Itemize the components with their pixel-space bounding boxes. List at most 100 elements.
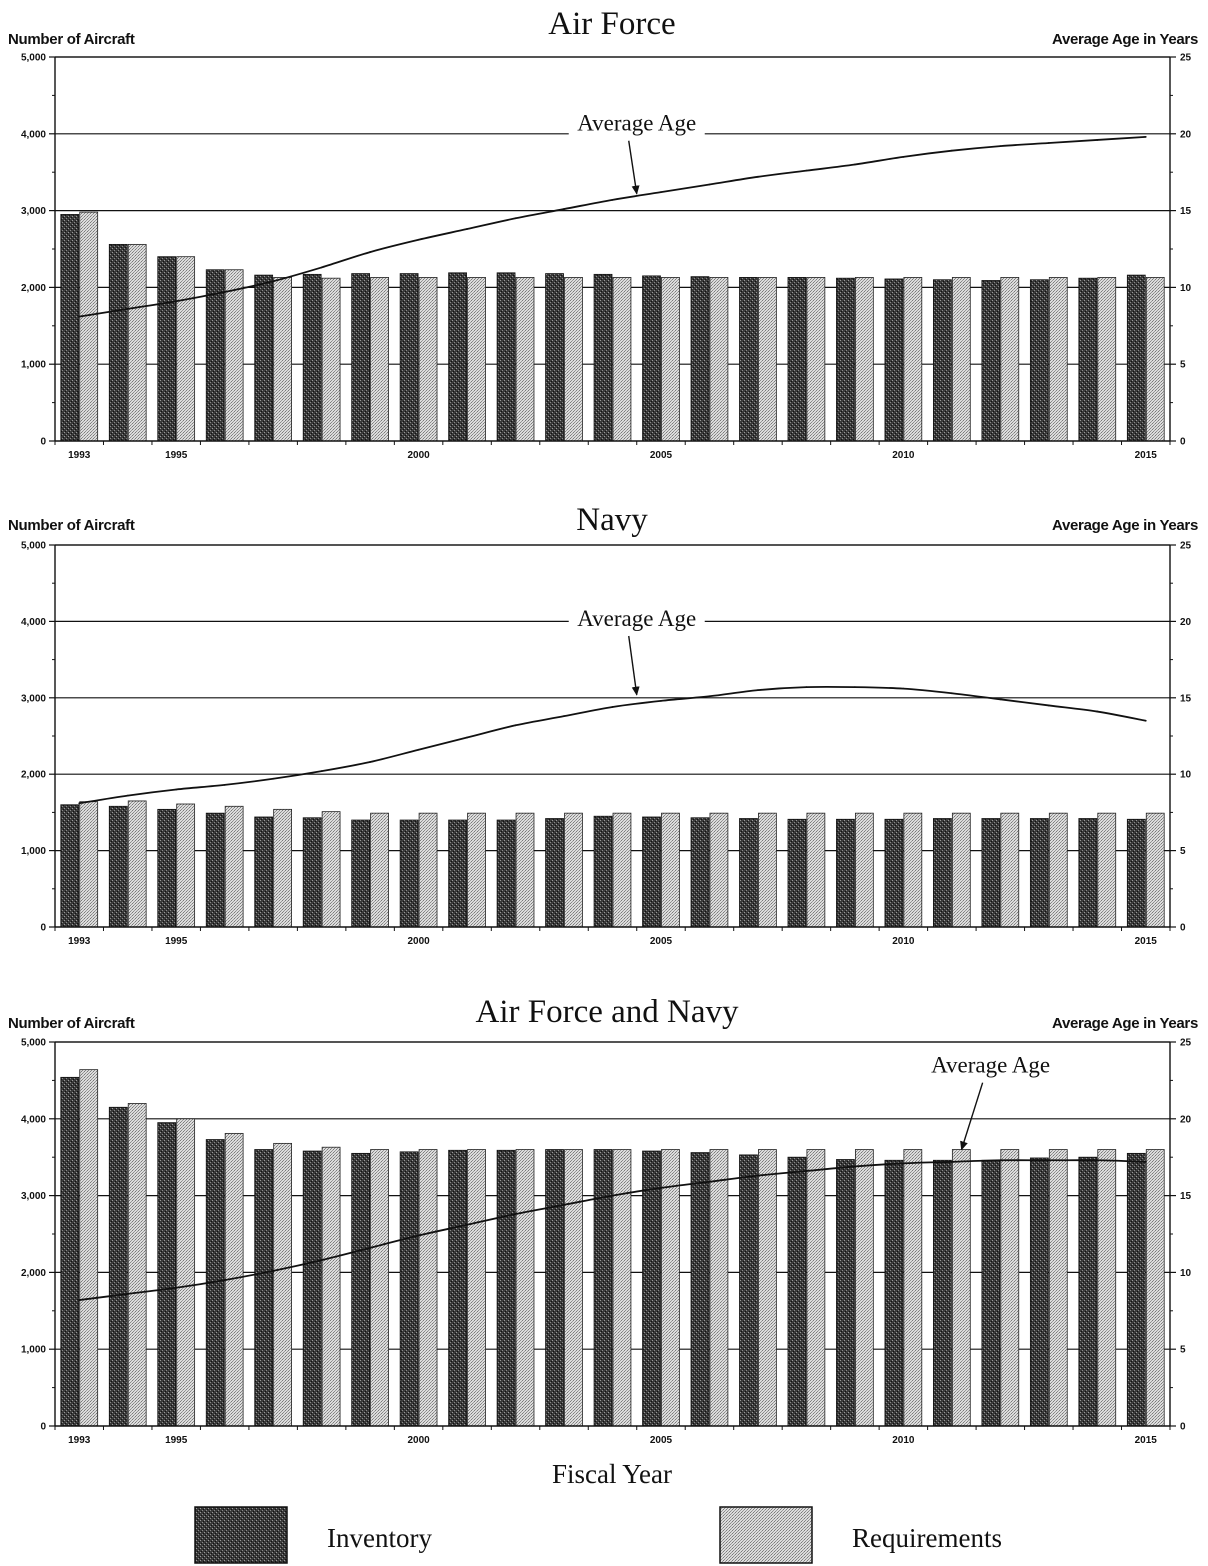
average-age-point — [563, 1203, 565, 1206]
bar-requirements — [1048, 812, 1068, 928]
bar-requirements — [709, 1149, 729, 1427]
y-axis-label-left: Number of Aircraft — [8, 517, 135, 534]
bar-requirements — [370, 277, 389, 442]
y-tick-label-right: 10 — [1180, 283, 1192, 294]
bar-requirements — [903, 1149, 923, 1427]
x-tick-label: 2000 — [407, 450, 430, 461]
bar-requirements — [176, 256, 196, 442]
average-age-point — [999, 1159, 1002, 1162]
bar-requirements — [418, 277, 438, 442]
bar-requirements — [321, 277, 341, 442]
bar-requirements — [1000, 1149, 1020, 1427]
bar-requirements — [806, 812, 826, 928]
y-tick-label-right: 5 — [1180, 360, 1186, 371]
average-age-point — [514, 217, 517, 220]
bar-requirements — [224, 269, 244, 442]
bar-inventory — [884, 278, 904, 442]
x-tick-label: 2010 — [892, 936, 915, 947]
x-tick-label: 1995 — [165, 1435, 188, 1446]
average-age-point — [1047, 142, 1050, 144]
y-tick-label-left: 1,000 — [21, 360, 46, 371]
bar-inventory — [351, 1152, 371, 1427]
bar-requirements — [273, 1142, 292, 1427]
y-tick-label-left: 0 — [40, 437, 46, 448]
x-tick-label: 2010 — [892, 1435, 915, 1446]
bar-requirements — [564, 812, 583, 928]
average-age-point — [1096, 139, 1099, 141]
average-age-point — [78, 315, 81, 318]
y-ticks-right: 0 5 10 15 20 25 — [1170, 541, 1192, 934]
y-tick-label-right: 25 — [1180, 541, 1192, 552]
bar-inventory — [739, 277, 758, 442]
average-age-point — [466, 1223, 468, 1226]
average-age-point — [126, 1293, 129, 1295]
average-age-point — [369, 251, 372, 253]
average-age-point — [320, 770, 323, 773]
bar-requirements — [1145, 812, 1165, 928]
average-age-line — [79, 685, 1146, 805]
x-tick-label: 2005 — [650, 1435, 673, 1446]
bar-inventory — [399, 273, 419, 442]
bar-requirements — [854, 1149, 874, 1427]
bar-requirements — [467, 812, 486, 928]
bar-requirements — [176, 803, 196, 928]
average-age-point — [853, 163, 856, 166]
bar-inventory — [254, 816, 274, 928]
average-age-point — [950, 149, 953, 152]
average-age-point — [853, 686, 856, 689]
average-age-point — [708, 183, 711, 186]
bar-requirements — [1097, 277, 1117, 442]
bar-inventory — [933, 279, 952, 442]
bar-requirements — [224, 805, 244, 928]
average-age-point — [320, 266, 323, 269]
average-age-point — [611, 1194, 614, 1197]
bar-inventory — [399, 819, 419, 928]
y-tick-label-right: 25 — [1180, 53, 1192, 64]
average-age-point — [805, 1170, 808, 1172]
average-age-point — [1096, 1159, 1099, 1162]
annotation-arrow — [628, 140, 640, 195]
bar-inventory — [545, 273, 564, 442]
average-age-point — [757, 175, 759, 178]
y-tick-label-left: 1,000 — [21, 1345, 46, 1356]
bar-requirements — [661, 1149, 680, 1427]
bar-requirements — [951, 277, 971, 442]
y-tick-label-right: 10 — [1180, 770, 1192, 781]
x-ticks: 1993 1995 2000 2005 2010 2015 — [54, 441, 1171, 461]
bar-inventory — [254, 1149, 274, 1427]
average-age-point — [417, 748, 420, 751]
average-age-point — [514, 724, 517, 727]
bar-requirements — [903, 812, 923, 928]
bar-requirements — [370, 812, 389, 928]
y-axis-label-left: Number of Aircraft — [8, 1015, 135, 1032]
y-tick-label-right: 5 — [1180, 1345, 1186, 1356]
bar-inventory — [351, 819, 371, 928]
legend: Inventory Requirements — [194, 1506, 1002, 1564]
bar-inventory — [1126, 274, 1146, 442]
bar-requirements — [515, 812, 535, 928]
y-ticks-left: 0 1,000 2,000 3,000 4,000 5,000 — [21, 541, 55, 934]
y-tick-label-left: 0 — [40, 923, 46, 934]
average-age-point — [78, 802, 81, 805]
y-tick-label-right: 0 — [1180, 1422, 1186, 1433]
average-age-point — [417, 238, 420, 241]
average-age-point — [369, 761, 372, 763]
average-age-point — [902, 1162, 905, 1165]
legend-swatch-requirements — [719, 1506, 813, 1564]
average-age-line-group — [78, 685, 1147, 805]
bar-inventory — [593, 273, 613, 442]
x-tick-label: 2005 — [650, 936, 673, 947]
y-tick-label-right: 25 — [1180, 1038, 1192, 1049]
bar-requirements — [1000, 277, 1020, 442]
average-age-point — [660, 191, 662, 194]
average-age-point — [950, 1160, 953, 1163]
average-age-point — [1047, 704, 1050, 707]
bar-requirements — [467, 1149, 486, 1427]
bar-inventory — [787, 277, 807, 442]
bar-inventory — [108, 1106, 128, 1427]
x-tick-label: 1995 — [165, 450, 188, 461]
bar-inventory — [884, 818, 904, 928]
annotation-group: Average Age — [568, 605, 705, 696]
y-tick-label-right: 15 — [1180, 693, 1192, 704]
bar-requirements — [612, 812, 632, 928]
